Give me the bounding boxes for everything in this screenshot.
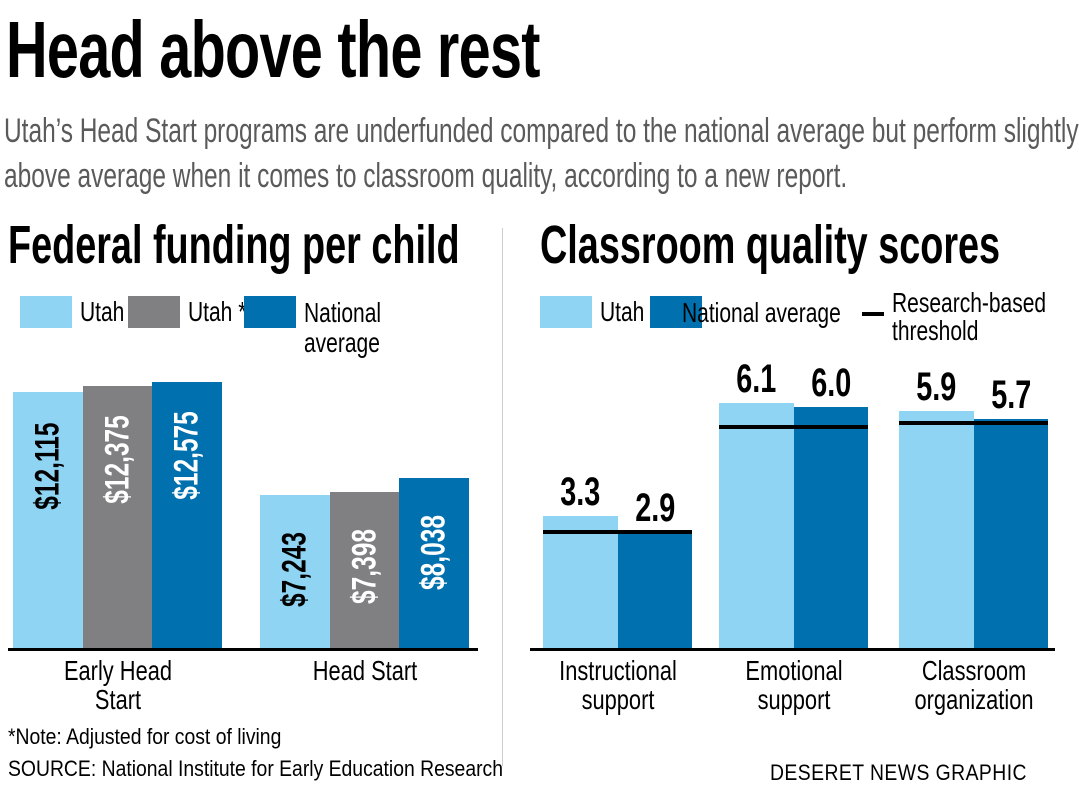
bar-utah	[260, 495, 330, 649]
page-title: Head above the rest	[6, 5, 540, 94]
bar-national-average	[399, 478, 470, 649]
category-label: Instructional	[558, 655, 677, 686]
category-label: Classroom	[921, 655, 1026, 686]
bar-national-average	[617, 532, 692, 649]
legend-swatch-utah	[20, 296, 72, 328]
legend-label-utah: Utah	[80, 296, 125, 327]
bar-utah	[13, 392, 83, 649]
funding-x-axis	[8, 648, 478, 651]
legend-swatch-utah	[540, 296, 592, 328]
category-label: Emotional	[744, 655, 843, 686]
bar-value-label: 5.7	[990, 373, 1031, 418]
bar-utah	[543, 516, 618, 649]
legend-label-threshold: Research-based	[892, 287, 1047, 318]
bar-value-label: 2.9	[634, 486, 675, 531]
legend-label-national: National average	[682, 297, 841, 328]
legend-swatch-utah-adjusted	[128, 296, 180, 328]
bar-value-label: $8,038	[414, 515, 453, 591]
bar-value-label: 6.1	[736, 357, 777, 402]
legend-label-utah-adjusted: Utah *	[188, 296, 247, 327]
legend-label-threshold-2: threshold	[892, 315, 979, 346]
bar-utah-	[329, 492, 400, 649]
bar-value-label: $12,115	[28, 422, 67, 510]
legend-label-national-2: average	[304, 327, 380, 358]
bar-utah	[899, 411, 974, 649]
bar-national-average	[793, 407, 868, 649]
bar-value-label: $12,575	[167, 411, 206, 500]
bar-national-average	[152, 382, 223, 649]
subtitle-line-1: Utah’s Head Start programs are underfund…	[4, 112, 1079, 150]
category-label: Start	[94, 684, 141, 715]
threshold-line	[719, 425, 868, 430]
credit: DESERET NEWS GRAPHIC	[770, 760, 1027, 785]
legend-swatch-national	[650, 296, 702, 328]
quality-chart-title: Classroom quality scores	[540, 215, 1001, 275]
bar-value-label: $12,375	[98, 415, 137, 505]
category-label: Head Start	[312, 655, 417, 686]
divider	[502, 228, 503, 766]
funding-chart-title: Federal funding per child	[8, 215, 460, 275]
legend-threshold-line	[862, 312, 884, 316]
source: SOURCE: National Institute for Early Edu…	[8, 756, 503, 781]
bar-value-label: $7,398	[345, 529, 384, 605]
bar-value-label: 6.0	[810, 361, 851, 406]
legend-label-utah: Utah	[600, 296, 645, 327]
bar-value-label: 5.9	[916, 365, 957, 410]
category-label: Early Head	[63, 655, 172, 686]
bar-value-label: 3.3	[560, 470, 601, 514]
bar-utah-	[82, 386, 153, 649]
bar-national-average	[973, 419, 1048, 649]
threshold-line	[543, 530, 692, 535]
legend-swatch-national	[244, 296, 296, 328]
note: *Note: Adjusted for cost of living	[8, 724, 282, 749]
legend-label-national: National	[304, 297, 382, 328]
category-label: support	[757, 684, 830, 715]
category-label: organization	[914, 684, 1033, 715]
bar-utah	[719, 403, 794, 649]
bar-value-label: $7,243	[275, 532, 314, 608]
quality-x-axis	[530, 648, 1055, 651]
subtitle-line-2: above average when it comes to classroom…	[4, 157, 848, 195]
category-label: support	[581, 684, 654, 715]
threshold-line	[899, 421, 1048, 426]
